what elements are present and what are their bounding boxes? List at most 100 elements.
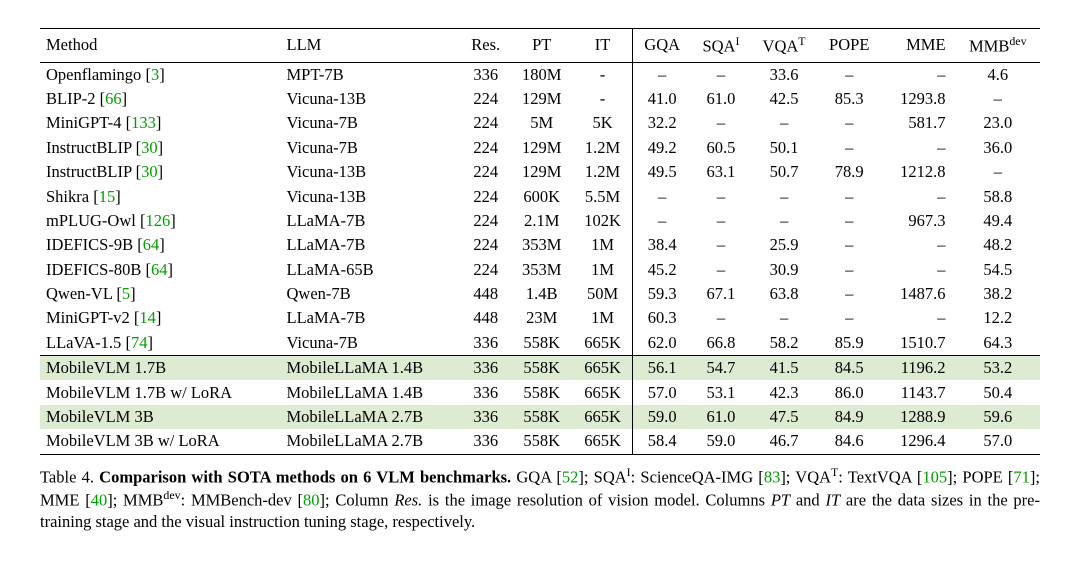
cell-method: LLaVA-1.5 [74]	[40, 331, 281, 356]
col-llm: LLM	[281, 29, 461, 63]
table-row: BLIP-2 [66]Vicuna-13B224129M-41.061.042.…	[40, 87, 1040, 111]
cell-it: 5K	[573, 111, 633, 135]
col-method: Method	[40, 29, 281, 63]
cell-gqa: 49.5	[633, 160, 692, 184]
cell-pt: 600K	[511, 184, 573, 208]
cell-vqa: –	[751, 209, 818, 233]
cell-llm: Vicuna-13B	[281, 87, 461, 111]
cell-mme: 967.3	[881, 209, 956, 233]
cell-it: 50M	[573, 282, 633, 306]
table-row: Openflamingo [3]MPT-7B336180M-––33.6––4.…	[40, 62, 1040, 87]
ref-105[interactable]: 105	[922, 467, 947, 486]
cell-vqa: 25.9	[751, 233, 818, 257]
table-row: InstructBLIP [30]Vicuna-7B224129M1.2M49.…	[40, 136, 1040, 160]
cell-it: 1M	[573, 258, 633, 282]
cell-mmb: 49.4	[956, 209, 1040, 233]
cell-llm: LLaMA-7B	[281, 306, 461, 330]
cell-it: 665K	[573, 405, 633, 429]
cell-mmb: 4.6	[956, 62, 1040, 87]
cell-it: 1M	[573, 306, 633, 330]
ref-74[interactable]: 74	[131, 333, 148, 352]
cell-gqa: 56.1	[633, 356, 692, 381]
cell-it: -	[573, 87, 633, 111]
cell-mme: 1196.2	[881, 356, 956, 381]
ref-52[interactable]: 52	[562, 467, 579, 486]
ref-64[interactable]: 64	[151, 260, 168, 279]
cell-llm: Vicuna-13B	[281, 184, 461, 208]
col-sqa: SQAI	[691, 29, 750, 63]
cell-pt: 353M	[511, 258, 573, 282]
cell-mme: –	[881, 184, 956, 208]
cell-vqa: 42.3	[751, 380, 818, 404]
cell-mme: 1143.7	[881, 380, 956, 404]
cell-sqa: –	[691, 62, 750, 87]
ref-30[interactable]: 30	[141, 162, 158, 181]
cell-res: 336	[461, 356, 511, 381]
ref-71[interactable]: 71	[1013, 467, 1030, 486]
cell-vqa: 46.7	[751, 429, 818, 454]
ref-40[interactable]: 40	[91, 490, 108, 509]
ref-83[interactable]: 83	[764, 467, 781, 486]
cell-mmb: 23.0	[956, 111, 1040, 135]
cell-gqa: 59.0	[633, 405, 692, 429]
cell-mme: –	[881, 136, 956, 160]
ref-15[interactable]: 15	[99, 187, 116, 206]
cell-mmb: –	[956, 87, 1040, 111]
ref-126[interactable]: 126	[145, 211, 170, 230]
table-body-baselines: Openflamingo [3]MPT-7B336180M-––33.6––4.…	[40, 62, 1040, 356]
ref-3[interactable]: 3	[151, 65, 159, 84]
cell-method: Shikra [15]	[40, 184, 281, 208]
table-row: Shikra [15]Vicuna-13B224600K5.5M–––––58.…	[40, 184, 1040, 208]
cell-pope: 84.5	[817, 356, 881, 381]
cell-sqa: 66.8	[691, 331, 750, 356]
cell-sqa: –	[691, 209, 750, 233]
cell-mmb: 48.2	[956, 233, 1040, 257]
cell-llm: LLaMA-7B	[281, 233, 461, 257]
ref-80[interactable]: 80	[303, 490, 320, 509]
cell-method: mPLUG-Owl [126]	[40, 209, 281, 233]
caption-label: Table 4.	[40, 467, 94, 486]
cell-method: InstructBLIP [30]	[40, 136, 281, 160]
table-row: MobileVLM 3BMobileLLaMA 2.7B336558K665K5…	[40, 405, 1040, 429]
table-caption: Table 4. Comparison with SOTA methods on…	[40, 465, 1040, 533]
cell-method: MobileVLM 1.7B	[40, 356, 281, 381]
ref-30[interactable]: 30	[141, 138, 158, 157]
ref-66[interactable]: 66	[105, 89, 122, 108]
cell-pope: –	[817, 258, 881, 282]
cell-pt: 558K	[511, 331, 573, 356]
cell-llm: Qwen-7B	[281, 282, 461, 306]
cell-res: 224	[461, 136, 511, 160]
col-pt: PT	[511, 29, 573, 63]
cell-gqa: 41.0	[633, 87, 692, 111]
cell-pope: –	[817, 209, 881, 233]
cell-mme: –	[881, 258, 956, 282]
cell-it: -	[573, 62, 633, 87]
cell-pt: 2.1M	[511, 209, 573, 233]
ref-14[interactable]: 14	[139, 308, 156, 327]
cell-mme: 1510.7	[881, 331, 956, 356]
cell-method: MiniGPT-4 [133]	[40, 111, 281, 135]
cell-sqa: 63.1	[691, 160, 750, 184]
cell-mmb: 12.2	[956, 306, 1040, 330]
cell-pt: 558K	[511, 405, 573, 429]
cell-res: 224	[461, 87, 511, 111]
cell-method: IDEFICS-80B [64]	[40, 258, 281, 282]
ref-133[interactable]: 133	[131, 113, 156, 132]
table-row: IDEFICS-9B [64]LLaMA-7B224353M1M38.4–25.…	[40, 233, 1040, 257]
cell-pope: –	[817, 111, 881, 135]
cell-sqa: 59.0	[691, 429, 750, 454]
cell-method: MobileVLM 1.7B w/ LoRA	[40, 380, 281, 404]
cell-vqa: 41.5	[751, 356, 818, 381]
cell-pt: 129M	[511, 87, 573, 111]
cell-res: 224	[461, 184, 511, 208]
cell-pt: 129M	[511, 136, 573, 160]
table-body-mobilevlm: MobileVLM 1.7BMobileLLaMA 1.4B336558K665…	[40, 356, 1040, 455]
cell-gqa: –	[633, 184, 692, 208]
ref-5[interactable]: 5	[122, 284, 130, 303]
cell-pt: 180M	[511, 62, 573, 87]
cell-pope: –	[817, 233, 881, 257]
cell-pope: –	[817, 184, 881, 208]
cell-pt: 558K	[511, 380, 573, 404]
cell-pt: 129M	[511, 160, 573, 184]
ref-64[interactable]: 64	[143, 235, 160, 254]
